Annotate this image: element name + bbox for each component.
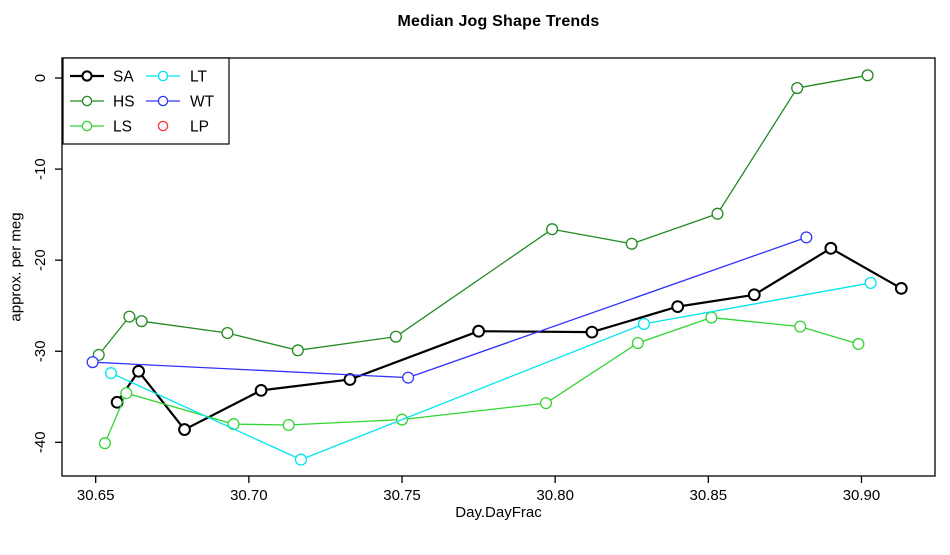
- LS-point: [282, 418, 295, 432]
- x-tick-label: 30.80: [536, 487, 574, 504]
- legend-item-LS: LS: [70, 119, 132, 136]
- y-tick-label: -40: [32, 431, 49, 453]
- x-tick-label: 30.75: [383, 487, 421, 504]
- legend-label-SA: SA: [113, 69, 134, 86]
- x-axis: 30.65 30.70 30.75 30.80 30.85 30.90: [77, 476, 880, 504]
- x-tick-label: 30.85: [690, 487, 728, 504]
- WT-point: [800, 231, 813, 244]
- WT-line: [91, 236, 807, 379]
- LS-point: [98, 437, 111, 450]
- legend-marker-LS: [81, 120, 93, 132]
- legend-item-WT: WT: [146, 94, 215, 111]
- legend-item-HS: HS: [70, 94, 135, 111]
- SA-point: [747, 288, 761, 302]
- plot-box: [61, 57, 936, 477]
- legend-label-HS: HS: [113, 94, 135, 111]
- WT-point: [86, 356, 99, 369]
- legend-marker-LP: [157, 120, 169, 132]
- legend-marker-WT: [157, 95, 169, 107]
- x-tick-label: 30.70: [230, 487, 268, 504]
- LS-point: [794, 320, 807, 333]
- y-axis-label: approx. per meg: [7, 212, 25, 322]
- legend-label-LP: LP: [190, 119, 209, 136]
- series-WT: [86, 231, 813, 384]
- legend-label-LT: LT: [190, 69, 207, 86]
- WT-point: [402, 371, 415, 384]
- chart-title: Median Jog Shape Trends: [397, 13, 600, 30]
- SA-point: [472, 324, 485, 338]
- HS-point: [135, 315, 148, 328]
- SA-point: [254, 383, 268, 397]
- legend-item-LP: LP: [157, 119, 209, 136]
- SA-point: [178, 423, 191, 436]
- legend-label-LS: LS: [113, 119, 132, 136]
- legend-item-SA: SA: [70, 69, 134, 86]
- x-axis-label: Day.DayFrac: [455, 504, 542, 521]
- SA-point: [671, 300, 685, 314]
- LS-point: [120, 387, 133, 400]
- y-axis: 0 -10 -20 -30 -40: [32, 74, 62, 453]
- HS-point: [546, 223, 559, 236]
- legend-marker-SA: [81, 70, 93, 82]
- x-tick-label: 30.90: [843, 487, 881, 504]
- HS-point: [791, 82, 804, 95]
- LT-point: [294, 453, 307, 466]
- x-tick-label: 30.65: [77, 487, 115, 504]
- series-LT: [104, 276, 877, 466]
- HS-point: [625, 237, 638, 250]
- y-tick-label: -30: [32, 340, 49, 362]
- SA-point: [824, 241, 838, 255]
- y-tick-label: -20: [32, 249, 49, 271]
- SA-point: [343, 373, 357, 386]
- LS-point: [539, 397, 553, 410]
- y-tick-label: -10: [32, 158, 49, 180]
- SA-line: [116, 247, 903, 431]
- LT-line: [110, 282, 872, 461]
- legend-marker-LT: [157, 70, 169, 82]
- HS-point: [221, 326, 234, 340]
- LS-point: [852, 337, 865, 351]
- HS-point: [123, 310, 136, 323]
- SA-point: [894, 282, 908, 295]
- legend-label-WT: WT: [190, 94, 215, 111]
- LS-point: [705, 311, 718, 324]
- SA-point: [585, 325, 599, 339]
- legend: SA HS LS LT WT LP: [62, 57, 230, 145]
- HS-point: [291, 344, 304, 357]
- LS-point: [631, 336, 644, 350]
- series-SA: [110, 241, 908, 436]
- HS-point: [861, 69, 874, 82]
- legend-item-LT: LT: [146, 69, 207, 86]
- LT-point: [637, 317, 651, 330]
- LS-line: [104, 316, 860, 444]
- LT-point: [864, 276, 877, 289]
- HS-point: [711, 207, 724, 220]
- legend-marker-HS: [81, 95, 93, 107]
- LT-point: [104, 367, 118, 380]
- HS-point: [389, 330, 402, 343]
- y-tick-label: 0: [32, 74, 49, 82]
- SA-point: [132, 364, 145, 378]
